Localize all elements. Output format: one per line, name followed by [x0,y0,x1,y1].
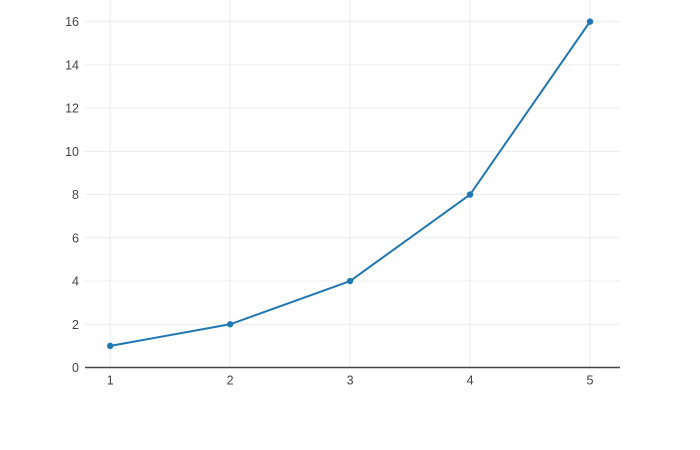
data-point-marker[interactable] [106,342,114,350]
x-tick-label: 5 [587,374,594,388]
y-tick-label: 4 [72,275,79,289]
data-point-marker[interactable] [346,277,354,285]
y-tick-label: 14 [65,58,79,72]
y-tick-label: 6 [72,231,79,245]
y-tick-label: 12 [65,102,79,116]
y-tick-label: 10 [65,145,79,159]
data-point-marker[interactable] [466,191,474,198]
x-tick-label: 3 [347,374,354,388]
x-tick-label: 2 [227,374,234,388]
data-point-marker[interactable] [226,321,234,328]
y-tick-label: 16 [65,15,79,29]
y-tick-label: 2 [72,318,79,332]
y-tick-label: 8 [72,188,79,202]
y-tick-label: 0 [72,361,79,375]
data-point-marker[interactable] [586,18,594,25]
x-tick-label: 4 [467,374,474,388]
x-tick-label: 1 [107,374,114,388]
